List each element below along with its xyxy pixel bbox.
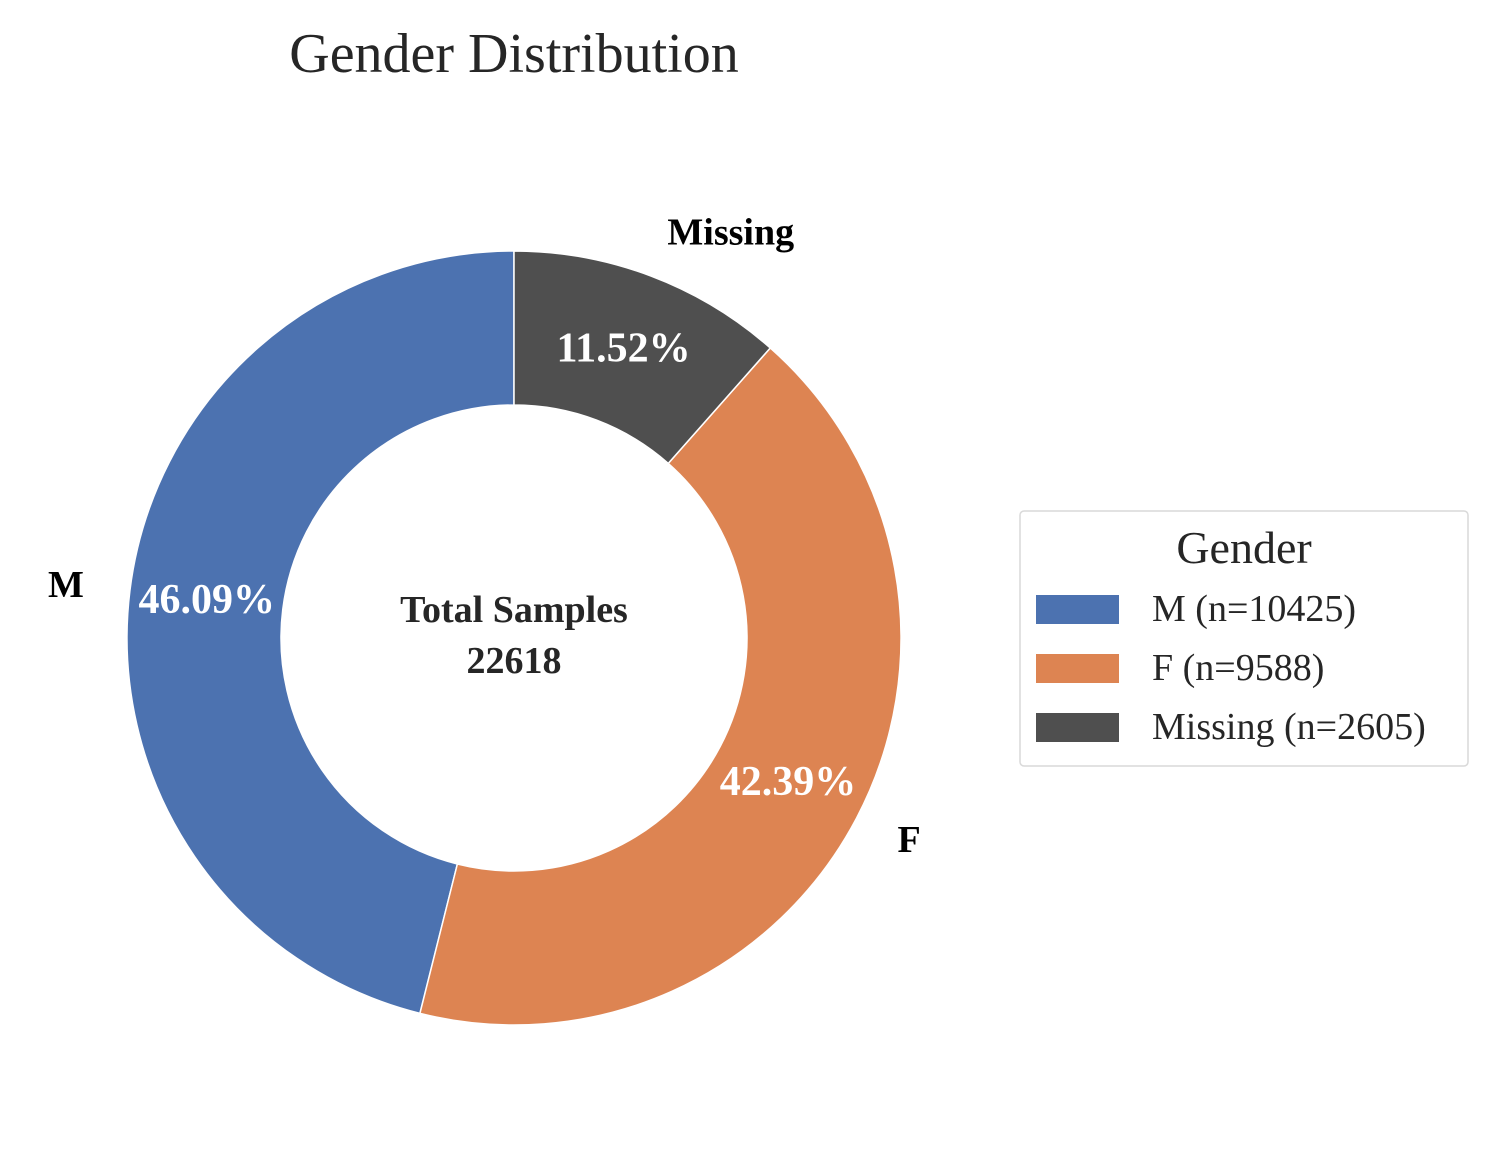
category-labels: M F Missing xyxy=(48,212,921,861)
legend-title: Gender xyxy=(1176,522,1311,573)
legend-swatch-f xyxy=(1036,654,1119,683)
legend-label-m: M (n=10425) xyxy=(1152,588,1356,630)
legend-label-missing: Missing (n=2605) xyxy=(1152,706,1426,748)
slice-missing xyxy=(513,250,772,465)
slice-f xyxy=(419,346,902,1026)
legend-frame xyxy=(1019,510,1469,767)
center-value: 22618 xyxy=(467,640,562,682)
category-label-f: F xyxy=(898,819,921,861)
legend-swatch-missing xyxy=(1036,713,1119,742)
percent-label-missing: 11.52% xyxy=(557,325,691,371)
chart-title: Gender Distribution xyxy=(289,23,738,85)
category-label-m: M xyxy=(48,564,84,606)
percent-labels: 46.09% 42.39% 11.52% xyxy=(138,325,856,805)
legend-label-f: F (n=9588) xyxy=(1152,647,1324,689)
center-label: Total Samples xyxy=(400,589,628,631)
category-label-missing: Missing xyxy=(667,212,794,254)
slice-m xyxy=(126,250,515,1015)
legend-entries: M (n=10425) F (n=9588) Missing (n=2605) xyxy=(1036,588,1426,748)
percent-label-m: 46.09% xyxy=(138,577,275,623)
legend-swatch-m xyxy=(1036,595,1119,624)
legend: Gender M (n=10425) F (n=9588) Missing (n=2… xyxy=(1019,510,1469,767)
percent-label-f: 42.39% xyxy=(720,759,857,805)
donut-slices xyxy=(126,250,902,1026)
